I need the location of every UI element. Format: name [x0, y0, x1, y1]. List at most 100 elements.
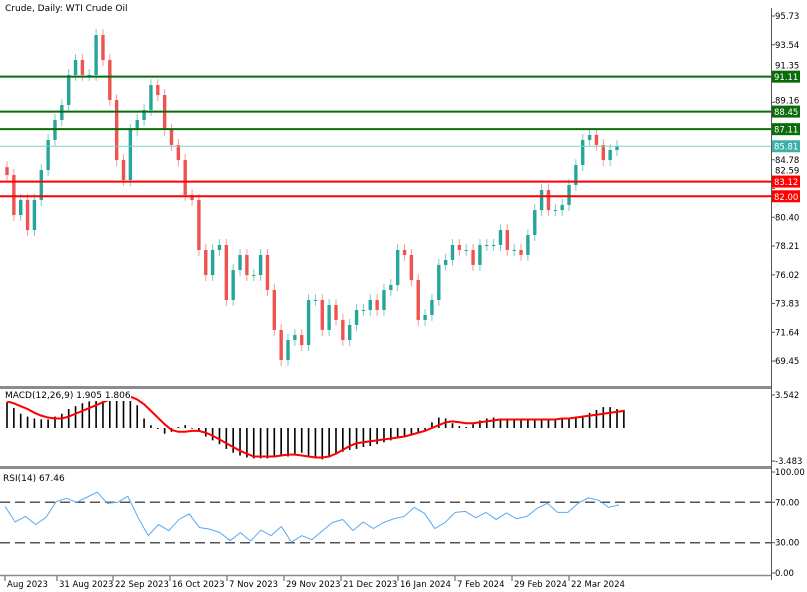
candle [272, 284, 277, 336]
macd-histogram-bar [581, 415, 584, 428]
candle-body [402, 249, 407, 255]
macd-histogram-bar [575, 416, 577, 428]
candle [354, 304, 359, 331]
candle-body [341, 319, 345, 341]
x-tick-label: 16 Jan 2024 [400, 580, 451, 590]
macd-histogram-bar [88, 401, 91, 428]
macd-histogram-bar [616, 409, 618, 428]
candle-body [156, 85, 160, 96]
candle [156, 79, 160, 101]
macd-histogram-bar [348, 428, 351, 450]
y-tick-label: 71.64 [775, 328, 799, 338]
candle [101, 29, 105, 66]
macd-histogram-bar [74, 406, 77, 428]
macd-histogram-bar [403, 428, 406, 438]
candle [375, 294, 379, 316]
candle [361, 304, 366, 316]
candle-body [46, 139, 50, 171]
macd-histogram-bar [376, 428, 378, 445]
candle [66, 69, 71, 111]
candle [485, 239, 489, 251]
candle-body [505, 230, 510, 250]
x-tick-label: 29 Feb 2024 [514, 580, 567, 590]
candle-body [498, 230, 503, 245]
candle-body [608, 150, 612, 161]
candle [176, 139, 181, 166]
candle [450, 239, 455, 266]
y-tick-label: 100.00 [775, 468, 805, 478]
candle [601, 139, 605, 166]
candle-body [73, 59, 78, 75]
candle [567, 179, 571, 211]
macd-histogram-bar [19, 413, 22, 428]
macd-histogram-bar [252, 428, 255, 459]
candle-body [389, 285, 393, 291]
macd-histogram-bar [383, 428, 385, 443]
candle [402, 244, 407, 261]
macd-histogram-bar [184, 425, 187, 428]
candle [546, 184, 551, 216]
candle [608, 144, 612, 166]
candle-body [320, 300, 324, 330]
candle-body [94, 35, 98, 75]
candle [341, 314, 345, 346]
level-price-tag [772, 70, 800, 83]
candle [416, 274, 420, 326]
candle-body [231, 270, 235, 301]
y-tick-label: 30.00 [775, 539, 799, 549]
level-price-label: 83.12 [774, 178, 798, 188]
x-tick-label: 31 Aug 2023 [59, 580, 113, 590]
candle [491, 239, 496, 251]
candle-body [101, 35, 105, 60]
rsi-line [4, 491, 620, 543]
candle-body [327, 304, 331, 330]
macd-histogram-bar [390, 428, 392, 441]
candle-body [354, 309, 359, 325]
macd-histogram-bar [362, 428, 365, 447]
macd-histogram-bar [13, 408, 15, 428]
pane-separator [0, 466, 771, 469]
candle [320, 294, 324, 336]
candle [498, 224, 503, 251]
candle-body [471, 249, 475, 265]
candle [231, 264, 235, 306]
candle-body [108, 59, 112, 101]
x-tick-label: 7 Feb 2024 [457, 580, 505, 590]
macd-histogram-bar [33, 418, 36, 428]
candle-body [375, 300, 379, 310]
macd-histogram-bar [109, 396, 111, 428]
candle [457, 239, 462, 256]
candle-body [149, 85, 153, 111]
macd-label: MACD(12,26,9) 1.905 1.806 [5, 391, 131, 401]
candle [39, 164, 43, 206]
macd-histogram-bar [122, 394, 125, 428]
macd-histogram-bar [26, 416, 29, 428]
candle-body [19, 199, 23, 216]
candle [395, 244, 400, 291]
candle-body [169, 129, 174, 145]
macd-histogram-bar [328, 428, 330, 458]
macd-histogram-bar [294, 428, 296, 455]
level-price-tag [772, 105, 800, 118]
candle-body [512, 249, 516, 251]
y-tick-label: -3.483 [775, 457, 802, 467]
candle-body [430, 300, 434, 315]
level-price-tag [772, 123, 800, 136]
macd-histogram-bar [424, 428, 426, 430]
candle [389, 279, 393, 296]
candle [265, 249, 270, 296]
candle [443, 254, 448, 271]
candle-body [533, 210, 537, 236]
candle [539, 184, 544, 216]
candle-body [457, 244, 462, 250]
x-tick-label: 29 Nov 2023 [286, 580, 340, 590]
y-tick-label: 84.78 [775, 156, 799, 166]
y-tick-label: 95.73 [775, 12, 799, 22]
candle [190, 189, 194, 206]
candle-body [210, 249, 215, 276]
y-tick-label: 73.83 [775, 300, 799, 310]
candle [560, 199, 564, 216]
macd-histogram-bar [465, 427, 468, 428]
candle [135, 114, 139, 136]
